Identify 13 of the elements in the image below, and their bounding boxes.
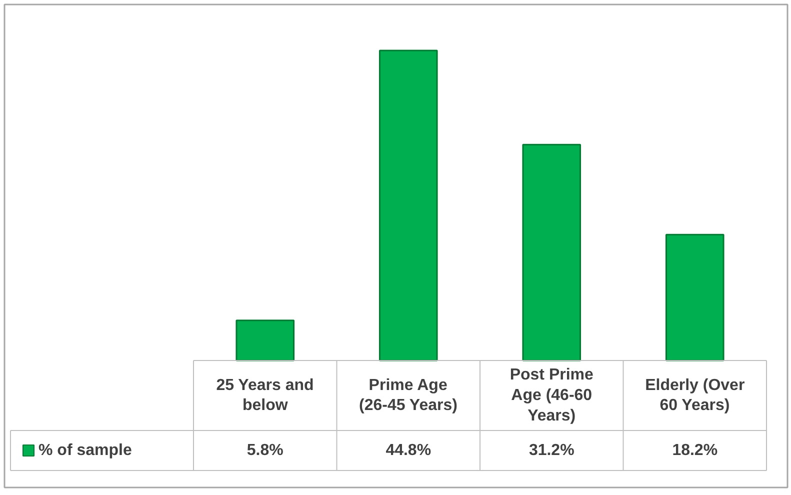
x-tick-label: Prime Age (26-45 Years) [359,376,458,414]
x-tick-label: Post Prime Age (46-60 Years) [510,366,594,424]
x-tick-label: 25 Years and below [216,376,314,414]
bar [378,50,438,362]
bar [665,234,724,362]
data-label: 5.8% [246,442,284,459]
data-label: 31.2% [528,442,574,459]
bar [236,320,295,362]
data-label: 44.8% [386,442,432,459]
x-tick-label: Elderly (Over 60 Years) [645,376,745,414]
data-label: 18.2% [672,442,718,459]
bar [522,144,582,362]
legend-label: % of sample [38,442,132,459]
